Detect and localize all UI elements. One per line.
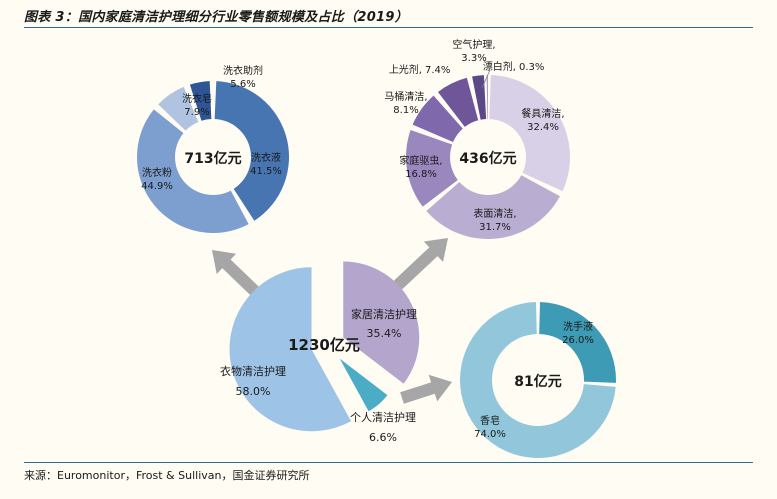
home-slice-name: 空气护理, [452, 38, 495, 51]
home-slice-value: 32.4% [527, 122, 559, 133]
arrow-to-home [393, 237, 449, 290]
home-slice-value: 31.7% [479, 222, 511, 233]
arrow-to-laundry [211, 249, 267, 303]
pie-slice [229, 267, 352, 432]
bottom-rule [24, 462, 753, 463]
personal-slice-name: 洗手液 [563, 320, 593, 333]
laundry-donut-slice [158, 86, 199, 131]
home-donut-slice [486, 75, 488, 120]
home-slice-name: 表面清洁, [473, 207, 516, 220]
arrow-to-personal [400, 374, 452, 404]
home-donut-slice [426, 175, 560, 239]
personal-donut-center-label: 81亿元 [514, 373, 561, 390]
laundry-donut-slice [136, 109, 249, 233]
pie-slice-name: 衣物清洁护理 [220, 364, 286, 378]
home-donut-slice [412, 95, 463, 143]
home-donut-center-label: 436亿元 [459, 150, 516, 167]
home-donut-slice [437, 77, 479, 127]
home-slice-name: 餐具清洁, [521, 107, 564, 120]
source-note: 来源：Euromonitor，Frost & Sullivan，国金证券研究所 [24, 469, 310, 482]
pie-slice-value: 35.4% [367, 327, 402, 340]
home-leader-line [481, 69, 491, 89]
laundry-slice-value: 7.9% [184, 107, 209, 118]
pie-slice-name: 家居清洁护理 [351, 307, 417, 321]
laundry-donut-center-label: 713亿元 [184, 150, 241, 167]
pie-slice [343, 261, 420, 384]
laundry-slice-name: 洗衣助剂 [223, 64, 263, 77]
personal-slice-value: 26.0% [562, 335, 594, 346]
laundry-slice-name: 洗衣皂 [182, 92, 212, 105]
personal-donut-slice [460, 302, 616, 458]
personal-slice-name: 香皂 [480, 414, 500, 427]
home-slice-value: 0.3% [519, 62, 544, 73]
top-rule [24, 27, 753, 28]
home-slice-value: 8.1% [393, 105, 418, 116]
laundry-donut-slice [214, 81, 289, 221]
personal-donut-slice [539, 302, 617, 383]
home-donut-slice [489, 75, 570, 192]
home-slice-name: 漂白剂, [483, 60, 516, 73]
personal-slice-value: 74.0% [474, 429, 506, 440]
laundry-slice-value: 5.6% [230, 79, 255, 90]
home-slice-name: 家庭驱虫, [399, 154, 442, 167]
pie-slice-value: 6.6% [369, 431, 397, 444]
home-slice-value: 3.3% [461, 53, 486, 64]
pie-center-label: 1230亿元 [288, 336, 360, 354]
home-slice-name: 上光剂, [389, 63, 422, 76]
pie-slice [339, 358, 388, 412]
laundry-donut-slice [189, 81, 212, 121]
home-slice-value: 16.8% [405, 169, 437, 180]
laundry-slice-name: 洗衣粉 [142, 166, 172, 179]
home-slice-value: 7.4% [425, 65, 450, 76]
laundry-slice-value: 41.5% [250, 166, 282, 177]
laundry-slice-name: 洗衣液 [251, 151, 281, 164]
chart-title: 图表 3：国内家庭清洁护理细分行业零售额规模及占比（2019） [24, 10, 409, 25]
laundry-slice-value: 44.9% [141, 181, 173, 192]
home-donut-slice [406, 129, 458, 207]
pie-slice-name: 个人清洁护理 [350, 410, 416, 424]
pie-slice-value: 58.0% [236, 385, 271, 398]
home-slice-name: 马桶清洁, [384, 90, 427, 103]
